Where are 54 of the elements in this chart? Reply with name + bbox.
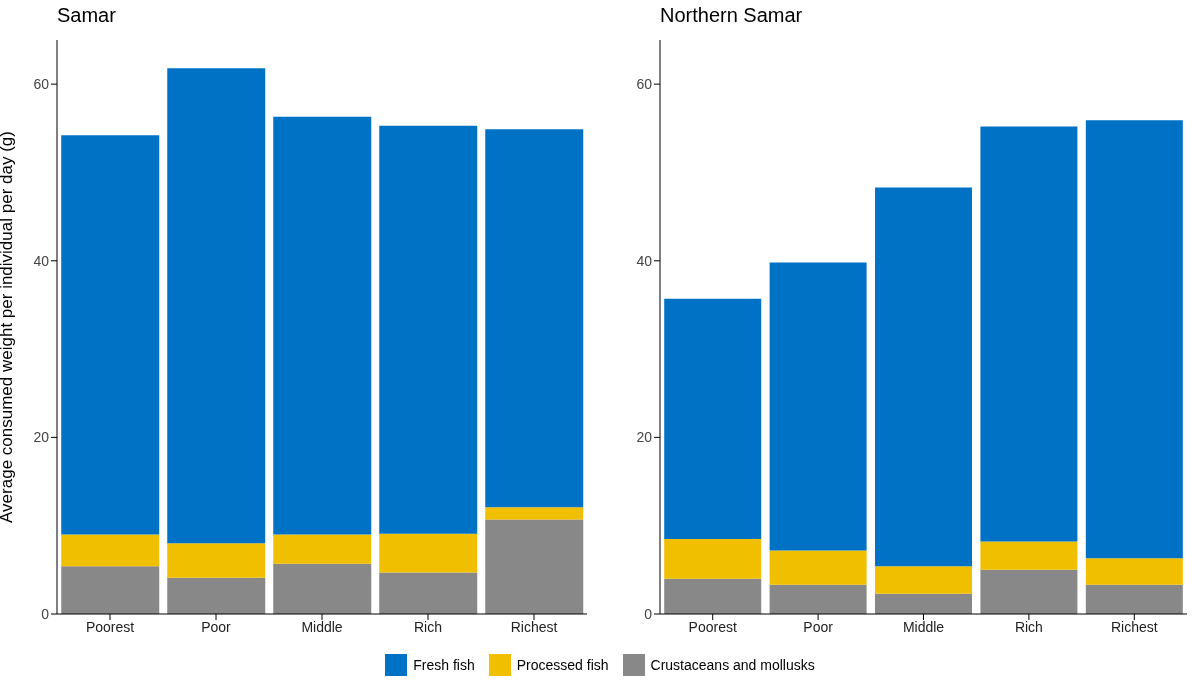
x-tick-label: Poorest bbox=[85, 618, 135, 635]
legend-label: Fresh fish bbox=[412, 656, 475, 675]
x-tick-label: Middle bbox=[902, 618, 945, 635]
y-tick-label: 40 bbox=[33, 252, 50, 269]
x-tick-label: Richest bbox=[510, 618, 558, 635]
bar bbox=[875, 593, 973, 614]
bar bbox=[1085, 558, 1183, 585]
bar bbox=[61, 135, 160, 535]
bar bbox=[167, 577, 266, 614]
bar bbox=[664, 578, 762, 614]
bar bbox=[485, 129, 584, 508]
bar bbox=[379, 533, 478, 573]
bar bbox=[875, 566, 973, 594]
legend-label: Crustaceans and mollusks bbox=[649, 656, 815, 675]
bar bbox=[61, 534, 160, 567]
bar bbox=[875, 187, 973, 567]
y-tick-label: 40 bbox=[636, 252, 653, 269]
x-tick-label: Poor bbox=[803, 618, 834, 635]
y-tick-label: 20 bbox=[33, 429, 50, 446]
bar bbox=[273, 534, 372, 564]
bar bbox=[273, 563, 372, 614]
bar bbox=[485, 507, 584, 520]
bar bbox=[769, 584, 867, 614]
y-tick-label: 0 bbox=[41, 605, 50, 622]
bar bbox=[980, 126, 1078, 542]
y-axis-title: Average consumed weight per individual per day (g) bbox=[0, 131, 17, 523]
bar bbox=[379, 125, 478, 534]
bar bbox=[167, 543, 266, 578]
x-tick-label: Rich bbox=[1014, 618, 1043, 635]
legend-label: Processed fish bbox=[515, 656, 609, 675]
bar bbox=[1085, 120, 1183, 559]
bar bbox=[167, 68, 266, 544]
bar bbox=[769, 550, 867, 585]
chart-title: Samar bbox=[56, 3, 117, 28]
bar bbox=[769, 262, 867, 551]
x-tick-label: Middle bbox=[301, 618, 343, 635]
bar bbox=[664, 298, 762, 539]
x-tick-label: Richest bbox=[1110, 618, 1158, 635]
y-tick-label: 60 bbox=[636, 76, 653, 93]
bar bbox=[61, 566, 160, 614]
bar bbox=[1085, 584, 1183, 614]
chart-title: Northern Samar bbox=[659, 3, 804, 28]
bar bbox=[485, 519, 584, 614]
bar bbox=[980, 541, 1078, 570]
y-tick-label: 20 bbox=[636, 429, 653, 446]
bar bbox=[273, 116, 372, 535]
x-tick-label: Poorest bbox=[688, 618, 737, 635]
bar bbox=[664, 538, 762, 579]
y-tick-label: 0 bbox=[644, 605, 653, 622]
x-tick-label: Poor bbox=[201, 618, 232, 635]
y-tick-label: 60 bbox=[33, 76, 50, 93]
bar bbox=[379, 572, 478, 614]
bar bbox=[980, 569, 1078, 614]
x-tick-label: Rich bbox=[413, 618, 443, 635]
